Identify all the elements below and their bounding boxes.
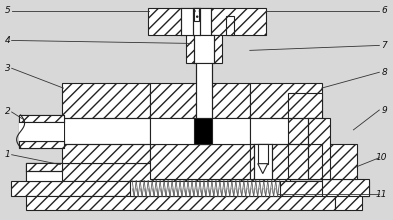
- Bar: [62, 83, 150, 163]
- Bar: [186, 35, 222, 63]
- Bar: [26, 196, 334, 210]
- Bar: [194, 8, 199, 20]
- Bar: [250, 118, 321, 144]
- Bar: [26, 163, 290, 181]
- Bar: [62, 118, 150, 144]
- Text: 9: 9: [382, 106, 387, 114]
- Text: 2: 2: [5, 108, 11, 116]
- Bar: [193, 8, 200, 35]
- Text: 5: 5: [5, 6, 11, 15]
- Text: 4: 4: [5, 36, 11, 45]
- Text: 7: 7: [382, 41, 387, 50]
- Bar: [148, 8, 266, 35]
- Bar: [18, 115, 64, 148]
- Bar: [288, 93, 321, 179]
- Text: 8: 8: [382, 68, 387, 77]
- Bar: [18, 115, 64, 122]
- Bar: [130, 181, 280, 196]
- Bar: [226, 16, 234, 35]
- Bar: [321, 179, 369, 196]
- Bar: [18, 122, 64, 141]
- Text: 6: 6: [382, 6, 387, 15]
- Bar: [250, 83, 321, 179]
- Bar: [18, 141, 64, 148]
- Bar: [181, 8, 211, 35]
- Bar: [321, 144, 357, 179]
- Bar: [26, 163, 62, 171]
- Bar: [254, 144, 272, 179]
- Bar: [150, 118, 250, 144]
- Polygon shape: [258, 164, 268, 174]
- Text: 3: 3: [5, 64, 11, 73]
- Text: 11: 11: [376, 190, 387, 199]
- Bar: [11, 181, 369, 196]
- Bar: [334, 196, 362, 210]
- Bar: [196, 63, 212, 118]
- Bar: [150, 83, 250, 118]
- Text: 10: 10: [376, 153, 387, 162]
- Bar: [150, 144, 250, 179]
- Text: 1: 1: [5, 150, 11, 159]
- Bar: [26, 163, 62, 181]
- Bar: [308, 118, 329, 179]
- Bar: [194, 35, 214, 63]
- Bar: [194, 118, 212, 144]
- Bar: [258, 144, 268, 164]
